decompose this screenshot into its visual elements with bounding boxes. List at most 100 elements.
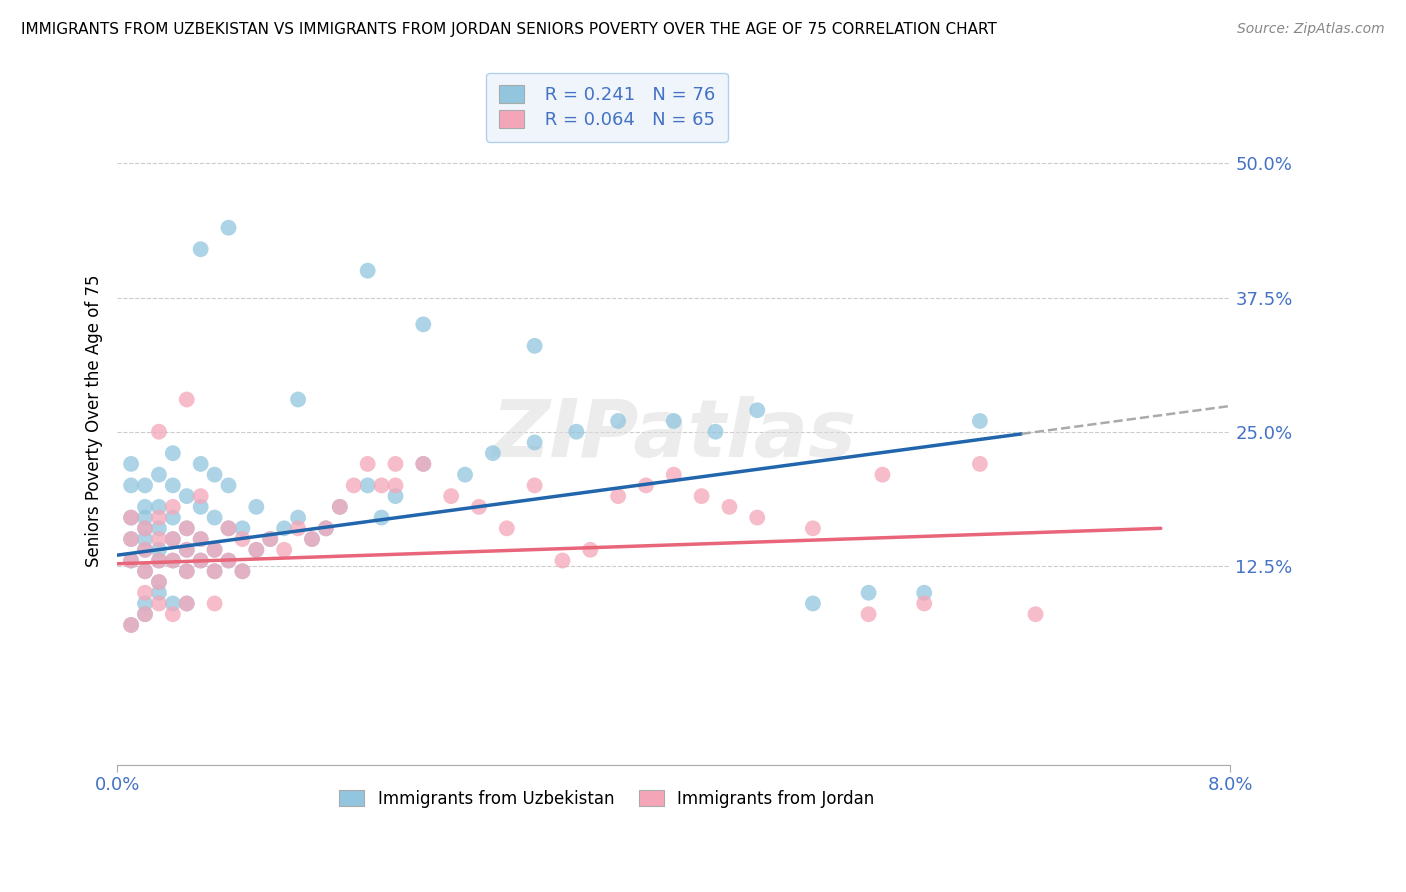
Point	[134, 478, 156, 492]
Point	[218, 553, 240, 567]
Point	[148, 510, 170, 524]
Point	[565, 425, 588, 439]
Point	[218, 521, 240, 535]
Point	[134, 586, 156, 600]
Point	[120, 478, 142, 492]
Point	[176, 521, 198, 535]
Point	[134, 564, 156, 578]
Point	[747, 403, 769, 417]
Point	[1025, 607, 1047, 622]
Point	[176, 542, 198, 557]
Point	[162, 446, 184, 460]
Point	[148, 532, 170, 546]
Point	[273, 542, 295, 557]
Point	[190, 242, 212, 256]
Point	[662, 414, 685, 428]
Point	[162, 553, 184, 567]
Point	[440, 489, 463, 503]
Point	[134, 521, 156, 535]
Point	[190, 489, 212, 503]
Point	[134, 542, 156, 557]
Point	[148, 553, 170, 567]
Point	[120, 510, 142, 524]
Point	[176, 597, 198, 611]
Point	[607, 414, 630, 428]
Point	[969, 457, 991, 471]
Point	[176, 392, 198, 407]
Point	[148, 521, 170, 535]
Point	[134, 500, 156, 514]
Point	[384, 457, 406, 471]
Point	[190, 553, 212, 567]
Point	[245, 542, 267, 557]
Point	[148, 500, 170, 514]
Point	[162, 532, 184, 546]
Point	[134, 510, 156, 524]
Point	[134, 542, 156, 557]
Point	[162, 607, 184, 622]
Point	[120, 532, 142, 546]
Point	[204, 542, 226, 557]
Point	[356, 478, 378, 492]
Point	[551, 553, 574, 567]
Point	[523, 339, 546, 353]
Point	[148, 467, 170, 482]
Point	[176, 489, 198, 503]
Point	[218, 521, 240, 535]
Point	[162, 500, 184, 514]
Point	[190, 532, 212, 546]
Point	[190, 500, 212, 514]
Point	[176, 542, 198, 557]
Point	[120, 553, 142, 567]
Legend: Immigrants from Uzbekistan, Immigrants from Jordan: Immigrants from Uzbekistan, Immigrants f…	[333, 783, 882, 814]
Text: IMMIGRANTS FROM UZBEKISTAN VS IMMIGRANTS FROM JORDAN SENIORS POVERTY OVER THE AG: IMMIGRANTS FROM UZBEKISTAN VS IMMIGRANTS…	[21, 22, 997, 37]
Point	[204, 597, 226, 611]
Point	[231, 564, 253, 578]
Point	[801, 521, 824, 535]
Point	[468, 500, 491, 514]
Point	[204, 564, 226, 578]
Point	[231, 532, 253, 546]
Y-axis label: Seniors Poverty Over the Age of 75: Seniors Poverty Over the Age of 75	[86, 275, 103, 567]
Point	[134, 597, 156, 611]
Point	[120, 532, 142, 546]
Point	[858, 586, 880, 600]
Point	[148, 542, 170, 557]
Point	[148, 574, 170, 589]
Point	[356, 457, 378, 471]
Point	[120, 510, 142, 524]
Point	[523, 435, 546, 450]
Point	[245, 542, 267, 557]
Point	[912, 586, 935, 600]
Point	[148, 586, 170, 600]
Point	[245, 500, 267, 514]
Point	[329, 500, 352, 514]
Point	[176, 564, 198, 578]
Point	[301, 532, 323, 546]
Point	[120, 553, 142, 567]
Point	[218, 553, 240, 567]
Point	[801, 597, 824, 611]
Point	[287, 510, 309, 524]
Point	[607, 489, 630, 503]
Point	[176, 521, 198, 535]
Point	[148, 574, 170, 589]
Point	[384, 478, 406, 492]
Point	[718, 500, 741, 514]
Point	[370, 478, 392, 492]
Point	[704, 425, 727, 439]
Point	[162, 532, 184, 546]
Point	[412, 457, 434, 471]
Point	[872, 467, 894, 482]
Point	[190, 553, 212, 567]
Point	[343, 478, 366, 492]
Point	[969, 414, 991, 428]
Point	[301, 532, 323, 546]
Point	[148, 425, 170, 439]
Point	[218, 478, 240, 492]
Point	[523, 478, 546, 492]
Text: ZIPatlas: ZIPatlas	[491, 396, 856, 474]
Point	[148, 553, 170, 567]
Point	[412, 318, 434, 332]
Point	[495, 521, 517, 535]
